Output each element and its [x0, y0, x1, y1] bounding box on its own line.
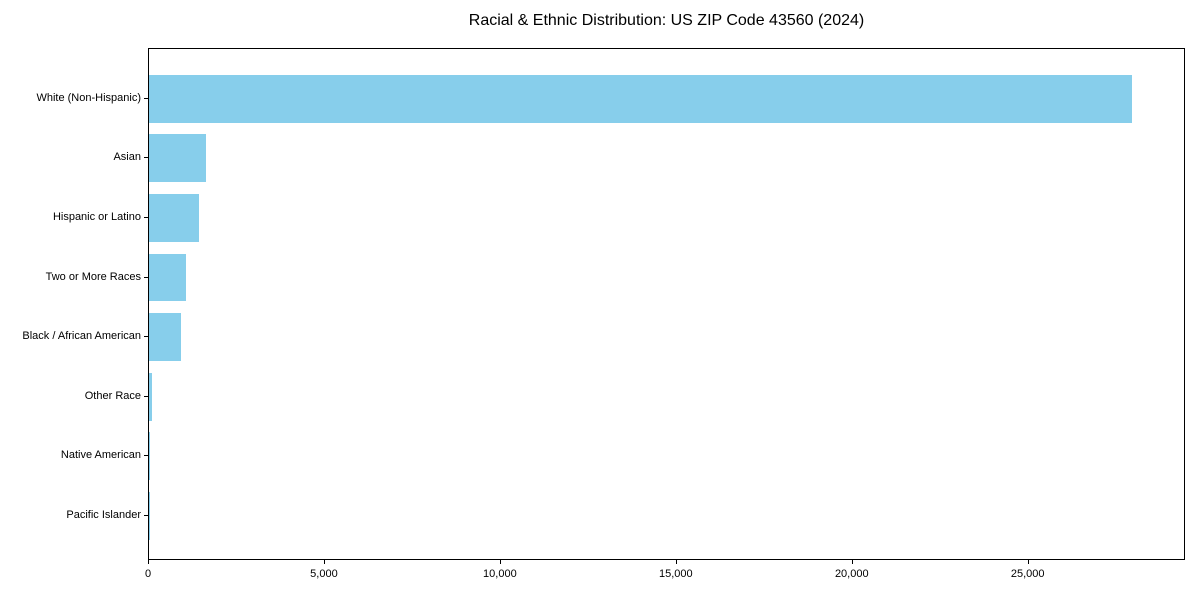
bar-native-american — [149, 432, 150, 481]
y-tick-mark — [144, 455, 148, 457]
x-tick-label-20000: 20,000 — [834, 568, 869, 580]
y-tick-mark — [144, 336, 148, 338]
bar-other-race — [149, 372, 152, 421]
y-tick-label-white-non-hispanic: White (Non-Hispanic) — [36, 91, 141, 104]
bar-hispanic-or-latino — [149, 194, 199, 242]
y-tick-mark — [144, 276, 148, 278]
y-tick-label-asian: Asian — [113, 151, 141, 164]
y-tick-mark — [144, 514, 148, 516]
y-tick-label-other-race: Other Race — [84, 389, 141, 402]
x-tick-label-25000: 25,000 — [1010, 568, 1045, 580]
y-tick-mark — [144, 216, 148, 218]
x-tick-label-5000: 5,000 — [310, 568, 338, 580]
x-tick-label-10000: 10,000 — [483, 568, 517, 580]
x-tick-mark — [675, 560, 677, 564]
bar-two-or-more-races — [149, 253, 186, 302]
x-tick-label-15000: 15,000 — [658, 568, 693, 580]
y-tick-label-two-or-more-races: Two or More Races — [45, 270, 141, 283]
y-tick-mark — [144, 157, 148, 159]
x-tick-mark — [1027, 560, 1029, 564]
y-tick-label-black-african-american: Black / African American — [22, 330, 141, 343]
chart-title: Racial & Ethnic Distribution: US ZIP Cod… — [468, 12, 865, 29]
y-tick-mark — [144, 97, 148, 99]
x-tick-label-0: 0 — [144, 568, 152, 580]
bar-asian — [149, 134, 206, 183]
x-tick-mark — [499, 560, 501, 564]
y-tick-label-native-american: Native American — [60, 449, 141, 462]
bar-white-non-hispanic — [149, 74, 1133, 123]
y-tick-label-pacific-islander: Pacific Islander — [66, 508, 141, 521]
x-tick-mark — [148, 560, 149, 564]
plot-area — [148, 48, 1185, 560]
x-tick-mark — [323, 560, 325, 564]
x-tick-mark — [851, 560, 853, 564]
y-tick-mark — [144, 395, 148, 397]
bar-black-african-american — [149, 313, 181, 361]
y-tick-label-hispanic-or-latino: Hispanic or Latino — [52, 210, 141, 223]
